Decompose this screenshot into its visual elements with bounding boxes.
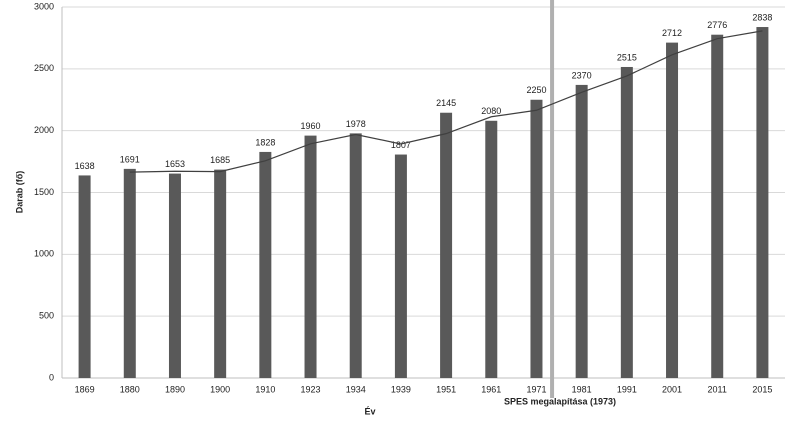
value-label: 2080 xyxy=(481,106,501,116)
x-tick-label: 1869 xyxy=(75,384,95,394)
y-tick-label: 1000 xyxy=(34,249,54,259)
x-axis-title: Év xyxy=(364,406,375,416)
bar xyxy=(259,151,272,378)
bar xyxy=(304,135,317,378)
bar xyxy=(485,120,498,379)
annotation: SPES megalapítása (1973) xyxy=(504,396,616,406)
x-tick-label: 1890 xyxy=(165,384,185,394)
bar xyxy=(756,27,769,379)
value-label: 1807 xyxy=(391,140,411,150)
y-tick-label: 3000 xyxy=(34,1,54,11)
bar xyxy=(620,66,633,378)
y-tick-label: 1500 xyxy=(34,187,54,197)
bar xyxy=(666,42,679,379)
bar xyxy=(349,133,362,378)
bar xyxy=(711,34,724,379)
bar xyxy=(214,169,227,378)
bar xyxy=(394,154,407,378)
value-label: 1691 xyxy=(120,154,140,164)
x-tick-label: 1934 xyxy=(346,384,366,394)
x-tick-label: 1971 xyxy=(526,384,546,394)
x-tick-label: 1961 xyxy=(481,384,501,394)
y-tick-label: 2000 xyxy=(34,125,54,135)
x-tick-label: 2015 xyxy=(752,384,772,394)
x-tick-label: 1991 xyxy=(617,384,637,394)
x-tick-label: 1939 xyxy=(391,384,411,394)
x-tick-label: 1981 xyxy=(572,384,592,394)
x-tick-label: 2011 xyxy=(708,384,727,394)
value-label: 1978 xyxy=(346,119,366,129)
value-label: 2370 xyxy=(572,70,592,80)
x-tick-label: 1923 xyxy=(301,384,321,394)
value-label: 1638 xyxy=(75,161,95,171)
bar xyxy=(123,168,136,378)
trend-line xyxy=(129,30,763,173)
y-tick-label: 0 xyxy=(49,372,54,382)
value-label: 1828 xyxy=(255,137,275,147)
bar xyxy=(530,99,543,378)
value-label: 1653 xyxy=(165,159,185,169)
x-tick-label: 1951 xyxy=(436,384,456,394)
x-tick-label: 2001 xyxy=(662,384,682,394)
y-axis-title: Darab (fő) xyxy=(14,171,24,214)
bar xyxy=(78,175,91,378)
value-label: 1685 xyxy=(210,155,230,165)
x-tick-label: 1910 xyxy=(255,384,275,394)
value-label: 2145 xyxy=(436,98,456,108)
bar xyxy=(575,84,588,378)
bar xyxy=(168,173,181,378)
value-label: 2712 xyxy=(662,28,682,38)
x-tick-label: 1900 xyxy=(210,384,230,394)
value-label: 2838 xyxy=(752,12,772,22)
y-tick-label: 2500 xyxy=(34,63,54,73)
value-label: 2515 xyxy=(617,52,637,62)
x-tick-label: 1880 xyxy=(120,384,140,394)
bar xyxy=(440,112,453,379)
y-tick-label: 500 xyxy=(39,311,54,321)
value-label: 1960 xyxy=(301,121,321,131)
value-label: 2776 xyxy=(707,20,727,30)
value-label: 2250 xyxy=(526,85,546,95)
